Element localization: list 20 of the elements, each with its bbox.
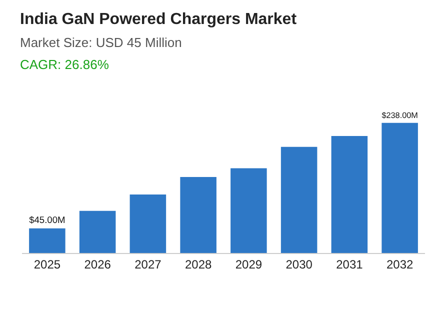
bar — [382, 122, 418, 253]
x-tick-label: 2026 — [84, 257, 112, 272]
x-tick-label: 2032 — [386, 257, 414, 272]
x-tick-label: 2029 — [235, 257, 262, 272]
bar — [79, 210, 116, 253]
x-tick-label: 2025 — [34, 257, 61, 272]
bar — [29, 228, 66, 253]
chart-title: India GaN Powered Chargers Market — [20, 11, 298, 28]
chart-subtitle: Market Size: USD 45 Million — [20, 35, 182, 50]
bar — [331, 136, 368, 253]
bar — [230, 168, 267, 253]
bar — [130, 194, 166, 253]
x-tick-label: 2030 — [286, 257, 313, 272]
x-tick-label: 2027 — [134, 257, 162, 272]
data-label: $45.00M — [29, 215, 66, 226]
x-tick-label: 2031 — [336, 257, 364, 272]
x-tick-label: 2028 — [184, 257, 212, 272]
text: CAGR: 26.86% — [20, 57, 110, 72]
bar — [280, 146, 318, 253]
bar — [180, 176, 216, 253]
